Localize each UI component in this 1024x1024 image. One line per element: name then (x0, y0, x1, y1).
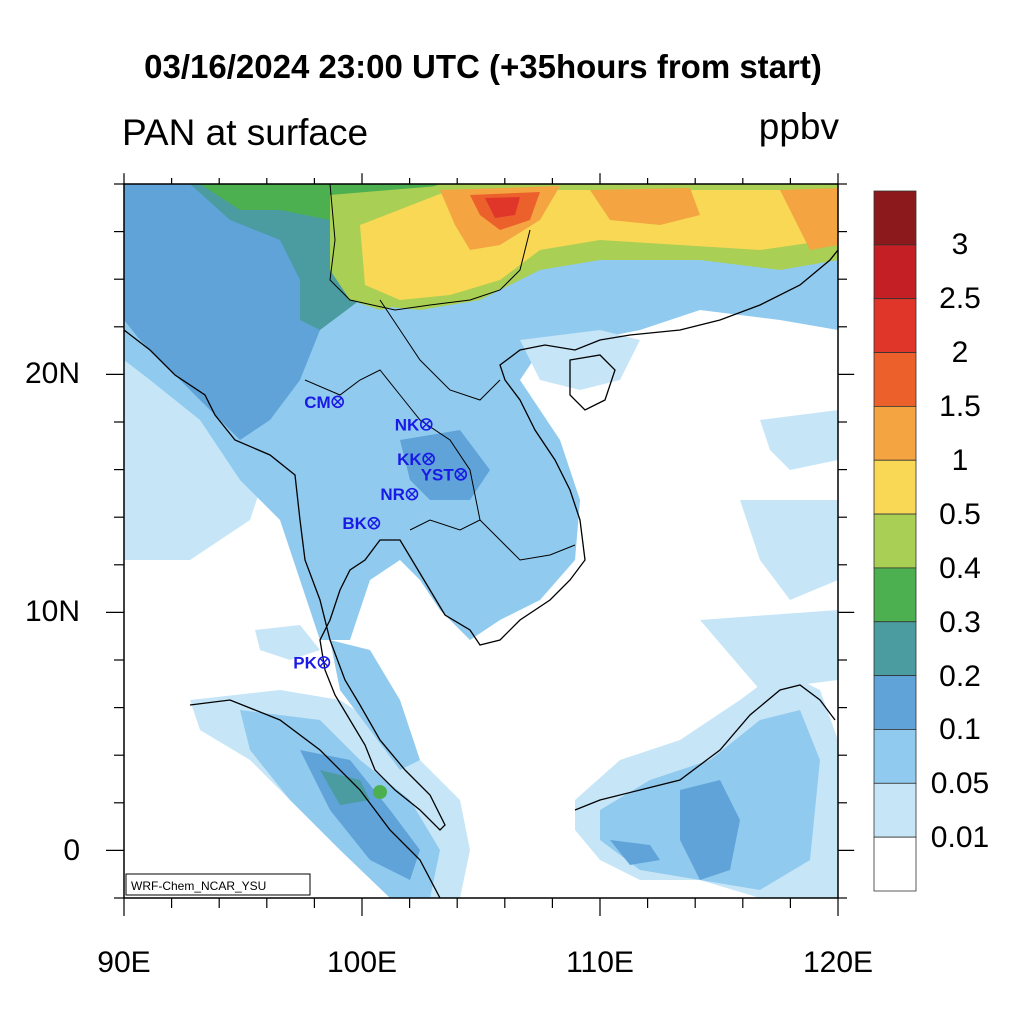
colorbar-swatch (873, 405, 917, 461)
station-label: CM (304, 393, 330, 412)
colorbar-swatch (873, 782, 917, 838)
lat-label-10n: 10N (24, 595, 80, 628)
variable-label: PAN at surface (122, 112, 369, 153)
colorbar-swatch (873, 729, 917, 784)
station-kk: KK (397, 450, 435, 469)
colorbar-label: 0.3 (939, 606, 981, 639)
colorbar-swatch (873, 459, 917, 515)
colorbar-label: 0.2 (939, 660, 981, 693)
station-cross-icon (407, 489, 417, 499)
lon-label-110e: 110E (566, 946, 634, 979)
station-yst: YST (421, 465, 468, 484)
station-label: PK (293, 653, 317, 672)
lon-label-100e: 100E (326, 946, 398, 979)
station-marker-icon (422, 452, 435, 466)
colorbar-swatch (873, 298, 917, 353)
station-label: KK (397, 450, 422, 469)
lat-label-20n: 20N (24, 357, 80, 390)
station-nk: NK (395, 415, 433, 434)
station-marker-icon (405, 487, 419, 501)
colorbar-label: 0.5 (939, 498, 981, 531)
colorbar-label: 1.5 (939, 390, 981, 423)
station-cross-icon (424, 454, 434, 464)
station-marker-icon (454, 468, 468, 481)
colorbar-swatch (873, 190, 917, 246)
station-cross-icon (319, 657, 329, 667)
colorbar-swatch (873, 836, 917, 892)
model-credit: WRF-Chem_NCAR_YSU (131, 879, 266, 893)
credit-box (125, 873, 311, 896)
colorbar-swatch (873, 675, 917, 730)
colorbar-label: 0.05 (930, 767, 990, 800)
station-nr: NR (380, 485, 419, 504)
borders (304, 184, 576, 561)
lon-label-120e: 120E (802, 946, 874, 979)
colorbar (873, 190, 917, 892)
station-pk: PK (293, 653, 331, 672)
station-label: BK (342, 514, 367, 533)
colorbar-label: 3 (951, 228, 969, 261)
station-bk: BK (342, 514, 381, 533)
station-marker-icon (419, 418, 433, 431)
colorbar-label: 0.1 (939, 713, 981, 746)
axis-ticks (106, 173, 855, 916)
colorbar-swatch (873, 567, 917, 623)
colorbar-swatch (873, 513, 917, 569)
pan-field (124, 184, 838, 898)
colorbar-label: 2 (951, 336, 969, 369)
units-label: ppbv (758, 106, 839, 147)
colorbar-swatch (873, 244, 917, 300)
lat-label-0: 0 (63, 834, 80, 867)
station-cross-icon (456, 469, 466, 479)
colorbar-swatch (873, 352, 917, 407)
coastlines (124, 249, 838, 898)
page-title: 03/16/2024 23:00 UTC (+35hours from star… (144, 48, 822, 85)
station-marker-icon (331, 395, 345, 409)
station-marker-icon (367, 516, 381, 530)
colorbar-label: 0.4 (939, 552, 981, 585)
colorbar-label: 1 (951, 444, 969, 477)
lon-label-90e: 90E (97, 946, 151, 979)
colorbar-label: 0.01 (930, 821, 990, 854)
station-label: YST (421, 465, 455, 484)
station-cross-icon (421, 419, 431, 429)
colorbar-label: 2.5 (939, 282, 981, 315)
station-label: NR (380, 485, 405, 504)
colorbar-swatch (873, 621, 917, 677)
station-cross-icon (369, 518, 379, 528)
station-cross-icon (333, 397, 343, 407)
station-marker-icon (317, 656, 331, 669)
station-label: NK (395, 415, 420, 434)
plot-frame (123, 183, 839, 899)
station-cm: CM (304, 393, 345, 412)
